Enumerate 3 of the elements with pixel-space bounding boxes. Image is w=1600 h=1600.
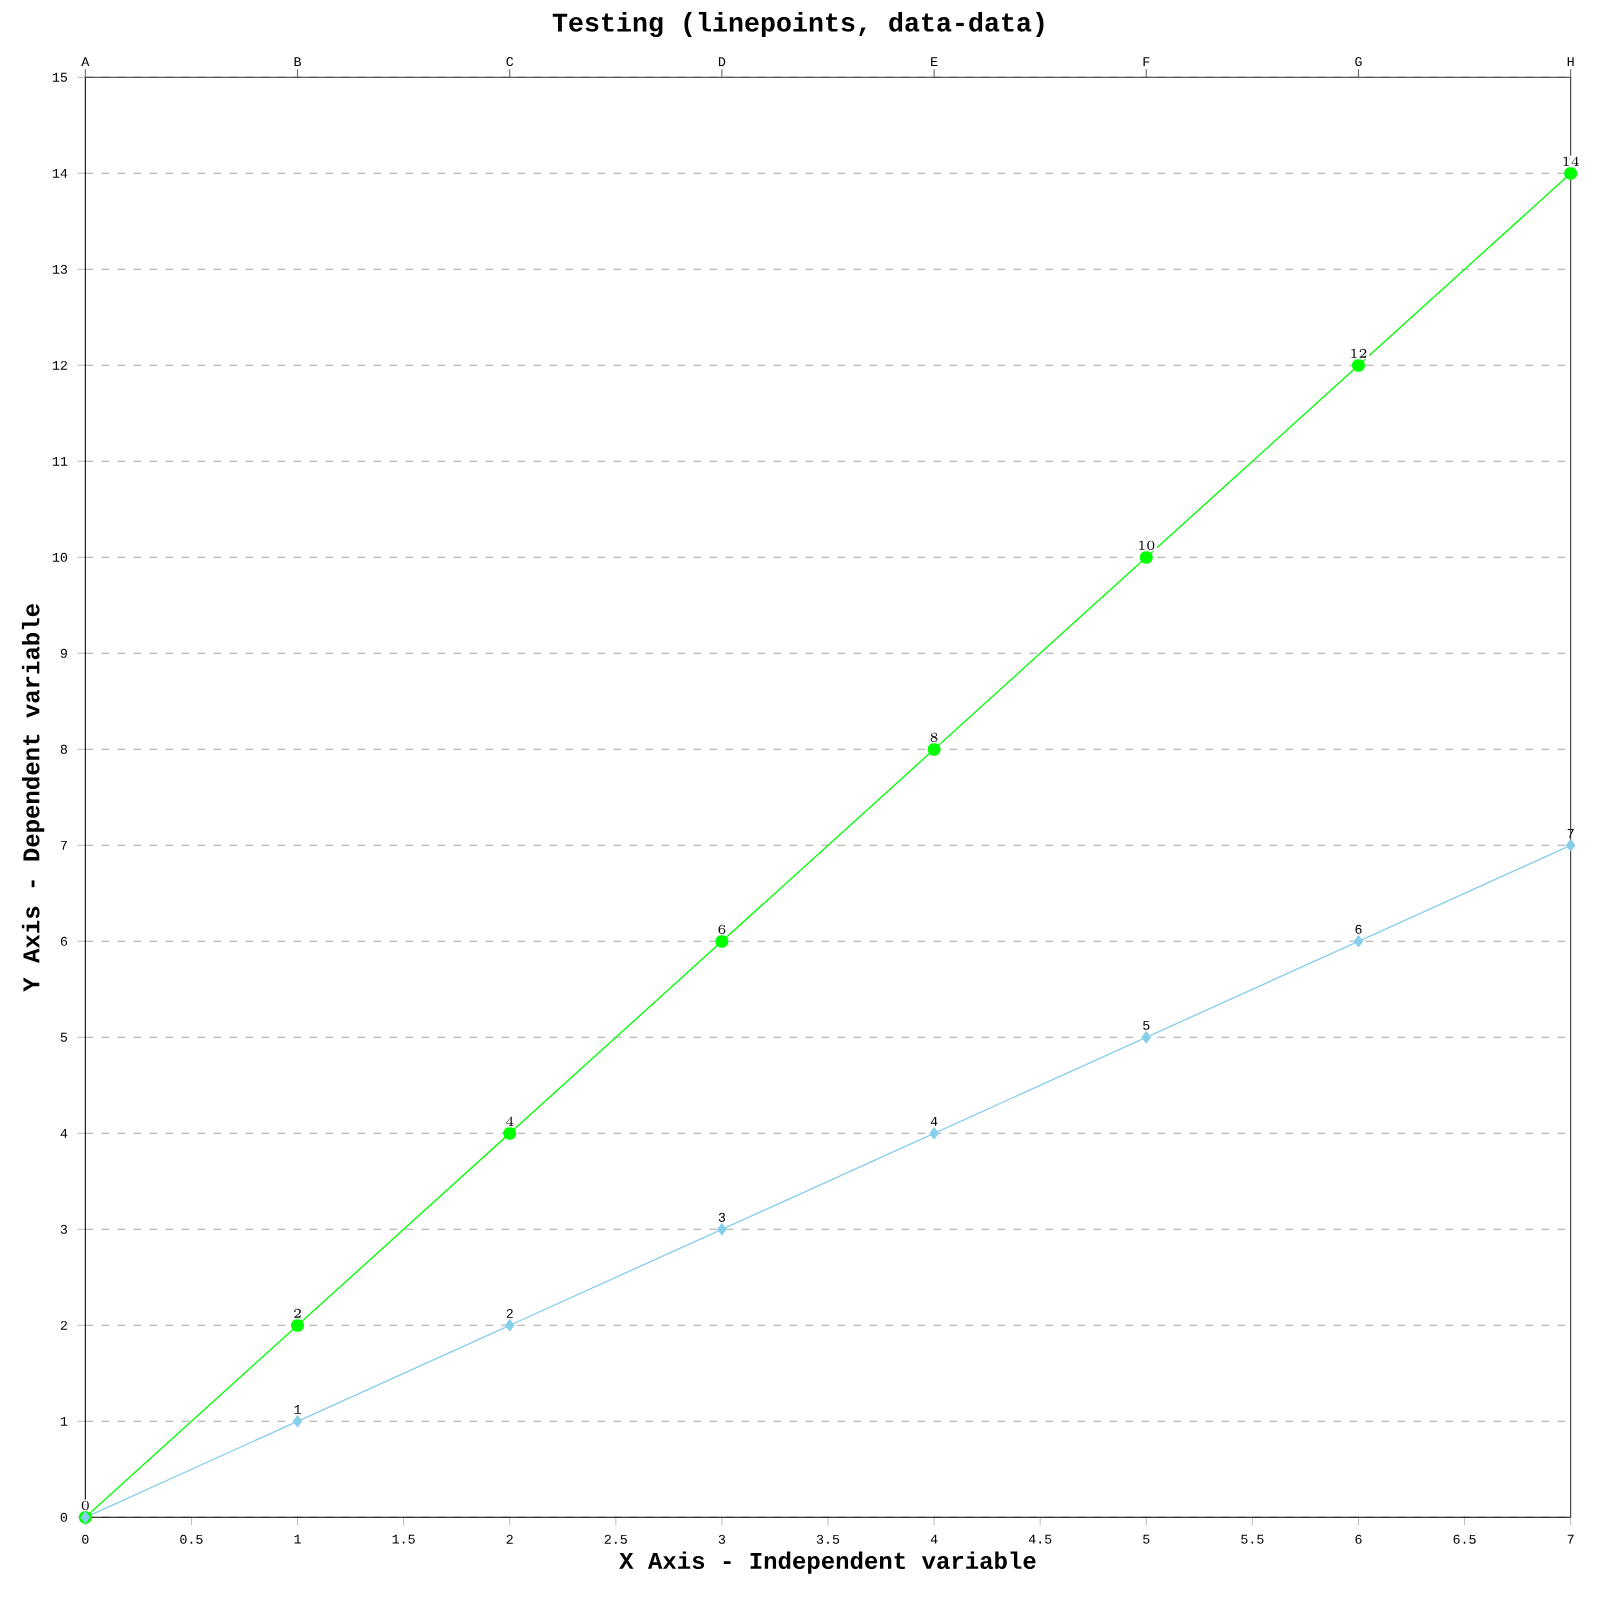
x-axis-title: X Axis - Independent variable xyxy=(619,1551,1036,1574)
y-axis-title: Y Axis - Dependent variable xyxy=(21,604,45,992)
chart-title: Testing (linepoints, data-data) xyxy=(552,12,1044,38)
